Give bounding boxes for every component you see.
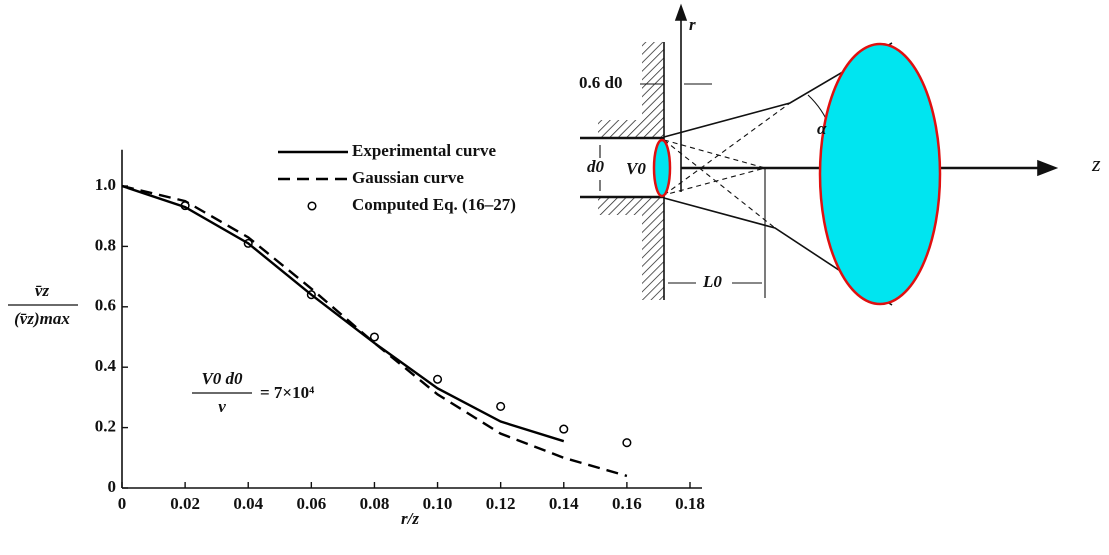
legend-label: Computed Eq. (16–27) — [352, 195, 516, 214]
z-label: z — [1091, 151, 1101, 176]
x-tick-label: 0.02 — [170, 494, 200, 513]
x-tick-label: 0.04 — [233, 494, 263, 513]
legend-label: Experimental curve — [352, 141, 496, 160]
lip-top — [598, 120, 642, 138]
computed-point — [496, 401, 506, 412]
dash-a — [663, 102, 791, 196]
nozzle-section — [652, 138, 672, 198]
annotation-rhs: = 7×10⁴ — [260, 383, 314, 402]
x-tick-label: 0.14 — [549, 494, 579, 513]
y-tick-label: 0.6 — [95, 296, 116, 315]
far-section — [818, 42, 942, 306]
computed-point — [622, 438, 632, 448]
d0-label: d0 — [587, 157, 605, 176]
core — [663, 139, 768, 196]
dashed-curve — [121, 184, 628, 478]
offset-label: 0.6 d0 — [579, 73, 622, 92]
solid-curve — [121, 184, 565, 443]
computed-point — [559, 424, 569, 434]
y-label-denominator: (v̄z)max — [14, 309, 70, 328]
x-tick-label: 0.08 — [360, 494, 390, 513]
dash-b — [663, 139, 776, 229]
annotation-numerator: V0 d0 — [201, 369, 243, 388]
y-tick-label: 1.0 — [95, 175, 116, 194]
x-axis-label: r/z — [401, 509, 419, 528]
x-tick-label: 0.10 — [423, 494, 453, 513]
computed-point — [433, 374, 443, 384]
wall-top — [642, 42, 664, 138]
y-tick-label: 0.2 — [95, 417, 116, 436]
alpha-label: α — [817, 119, 827, 138]
x-tick-label: 0.06 — [296, 494, 326, 513]
legend-marker — [307, 201, 317, 211]
z-arrow — [1037, 159, 1059, 177]
v0-label: V0 — [626, 159, 646, 178]
wall-bottom — [642, 197, 664, 300]
y-tick-label: 0.8 — [95, 235, 116, 254]
computed-point — [306, 290, 316, 300]
computed-point — [243, 238, 253, 248]
x-tick-label: 0.16 — [612, 494, 642, 513]
computed-point — [180, 201, 190, 211]
l0-label: L0 — [702, 272, 722, 291]
y-tick-label: 0 — [108, 477, 117, 496]
r-label: r — [689, 15, 696, 34]
x-tick-label: 0.12 — [486, 494, 516, 513]
x-tick-label: 0 — [118, 494, 127, 513]
y-tick-label: 0.4 — [95, 356, 117, 375]
y-label-numerator: v̄z — [35, 281, 50, 300]
x-tick-label: 0.18 — [675, 494, 705, 513]
legend-label: Gaussian curve — [352, 168, 464, 187]
lip-bottom — [598, 197, 642, 215]
jet-diagram — [580, 3, 1059, 306]
computed-point — [369, 332, 379, 342]
annotation-denominator: ν — [218, 397, 226, 416]
r-arrow — [674, 3, 688, 21]
